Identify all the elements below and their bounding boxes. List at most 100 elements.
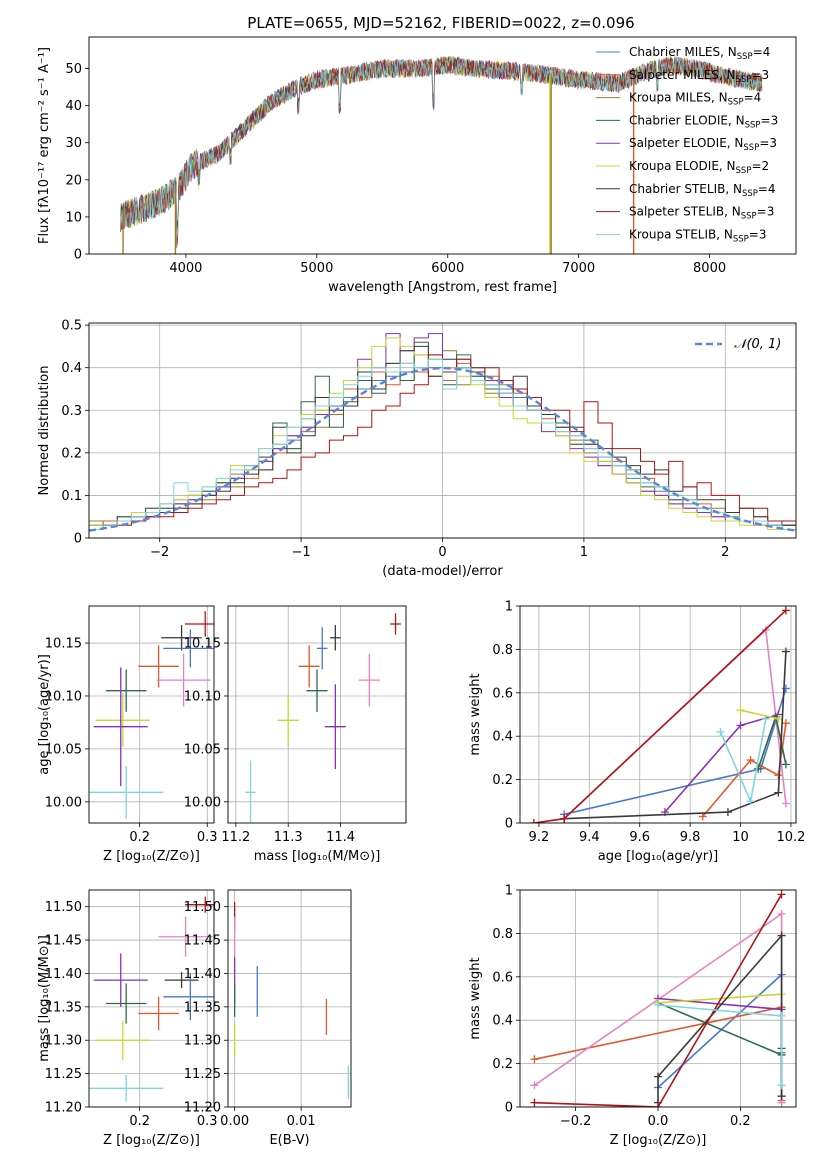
residuals-plot-area — [89, 323, 796, 538]
y-tick-label: 11.45 — [184, 934, 221, 949]
weight_vs_age-plot-area — [520, 606, 796, 823]
x-tick-label: −1 — [292, 545, 311, 560]
mass_vs_Z-panel: 0.2 0.311.2011.2511.3011.3511.4011.4511.5… — [37, 889, 218, 1148]
y-tick-label: 0 — [74, 532, 82, 547]
weight_vs_Z-frame — [519, 889, 797, 1108]
error-bar-point — [324, 684, 346, 770]
spectrum-axes: 4000 5000 6000 7000 8000 0 10 20 30 40 50 — [65, 62, 726, 276]
age_vs_Z-grid — [89, 606, 214, 823]
x-tick-label: −2 — [150, 545, 169, 560]
x-tick-label: 7000 — [562, 261, 595, 276]
y-tick-label: 11.45 — [45, 934, 82, 949]
y-tick-label: 11.25 — [184, 1067, 221, 1082]
x-tick-label: 8000 — [693, 261, 726, 276]
legend-label: 𝒩(0, 1) — [734, 337, 781, 352]
mass_vs_Z-y-axis-label: mass [log₁₀(M/M⊙)] — [37, 935, 52, 1062]
error-bar-point — [138, 645, 179, 688]
y-tick-label: 20 — [65, 173, 82, 188]
mass-weight-line — [563, 688, 787, 816]
spectrum-legend: Chabrier MILES, NSSP=4 Salpeter MILES, NS… — [596, 45, 778, 244]
x-tick-label: 0.2 — [129, 830, 150, 845]
y-tick-label: 11.40 — [45, 967, 82, 982]
error-bar-point — [93, 953, 148, 1007]
mass-weight-line — [564, 651, 787, 820]
mass-weight-line — [702, 723, 787, 818]
y-tick-label: 0.4 — [492, 730, 513, 745]
y-tick-label: 0.2 — [61, 446, 82, 461]
x-tick-label: 11.3 — [274, 830, 303, 845]
error-bar-point — [184, 896, 214, 913]
data-point-marker — [754, 764, 763, 773]
data-point-marker — [777, 890, 786, 899]
data-point-marker — [736, 706, 745, 715]
weight_vs_Z-y-axis-label: mass weight — [468, 957, 483, 1039]
data-point-marker — [560, 814, 569, 823]
x-tick-label: 10 — [732, 830, 749, 845]
y-tick-label: 50 — [65, 62, 82, 77]
error-bar-point — [158, 916, 213, 957]
legend-label: Chabrier ELODIE, NSSP=3 — [629, 113, 778, 130]
y-tick-label: 10.10 — [45, 689, 82, 704]
residuals-panel: −2 −1 0 1 2 0 0.1 0.2 0.3 0.4 0.5 (data-model)/erro… — [37, 319, 797, 579]
x-tick-label: 0.3 — [197, 1114, 218, 1129]
data-point-marker — [777, 1092, 786, 1101]
legend-label: Chabrier MILES, NSSP=4 — [629, 45, 770, 62]
y-tick-label: 11.20 — [45, 1101, 82, 1116]
x-tick-label: −0.2 — [560, 1114, 592, 1129]
residuals-axes: −2 −1 0 1 2 0 0.1 0.2 0.3 0.4 0.5 — [61, 319, 729, 560]
age_vs_Z-axes: 0.2 0.3 10.00 10.05 10.10 10.15 — [45, 637, 218, 845]
y-tick-label: 11.50 — [184, 900, 221, 915]
age_vs_Z-frame — [88, 605, 215, 824]
age_vs_Z-panel: 0.2 0.3 10.00 10.05 10.10 10.15 Z [log₁₀(Z/Z⊙)… — [37, 605, 218, 864]
error-bar-point — [93, 667, 148, 786]
y-tick-label: 0 — [505, 817, 513, 832]
mass-weight-line — [719, 718, 767, 805]
y-tick-label: 0.4 — [61, 361, 82, 376]
error-bar-point — [306, 669, 328, 712]
data-point-marker — [781, 760, 790, 769]
legend-label: Chabrier STELIB, NSSP=4 — [629, 182, 776, 199]
spectrum-frame — [88, 36, 797, 255]
data-point-marker — [746, 797, 755, 806]
x-tick-label: 10.2 — [776, 830, 805, 845]
data-point-marker — [777, 909, 786, 918]
y-tick-label: 0.2 — [492, 1057, 513, 1072]
data-point-marker — [761, 714, 770, 723]
y-tick-label: 0.3 — [61, 404, 82, 419]
mass_vs_ebv-panel: 0.00 0.01 11.20 11.25 11.30 11.35 11.40 11.45 11… — [184, 889, 352, 1148]
mass-weight-line — [657, 933, 783, 1103]
spectrum-y-axis-label: Flux [fλ10⁻¹⁷ erg cm⁻² s⁻¹ A⁻¹] — [37, 47, 52, 244]
mass_vs_Z-plot-area — [89, 890, 214, 1107]
data-point-marker — [781, 647, 790, 656]
mass_vs_Z-grid — [89, 890, 214, 1107]
x-tick-label: 0.01 — [287, 1114, 316, 1129]
mass-weight-line — [664, 713, 779, 813]
data-point-marker — [777, 1081, 786, 1090]
y-tick-label: 30 — [65, 136, 82, 151]
x-tick-label: 9.6 — [629, 830, 650, 845]
data-point-marker — [529, 819, 538, 823]
error-bar-point — [317, 627, 328, 670]
y-tick-label: 11.35 — [45, 1000, 82, 1015]
y-tick-label: 0 — [74, 248, 82, 263]
normal-reference-curve — [89, 367, 796, 532]
error-bar-point — [138, 996, 179, 1031]
weight_vs_age-y-axis-label: mass weight — [468, 673, 483, 755]
data-point-marker — [781, 719, 790, 728]
error-bar-point — [184, 611, 214, 637]
y-tick-label: 0.5 — [61, 319, 82, 334]
age_vs_mass-frame — [227, 605, 407, 824]
spectrum-plot-area — [120, 55, 763, 254]
y-tick-label: 0.8 — [492, 643, 513, 658]
y-tick-label: 11.35 — [184, 1000, 221, 1015]
legend-label: Salpeter MILES, NSSP=3 — [629, 68, 769, 85]
error-bar-point — [390, 613, 401, 635]
data-point-marker — [774, 714, 783, 723]
mass-weight-line — [740, 709, 779, 720]
error-bar-point — [105, 669, 147, 712]
data-point-marker — [654, 1001, 662, 1010]
error-bar-point — [330, 625, 341, 651]
age_vs_Z-plot-area — [89, 606, 214, 823]
y-tick-label: 10.00 — [45, 795, 82, 810]
data-point-marker — [781, 606, 790, 615]
